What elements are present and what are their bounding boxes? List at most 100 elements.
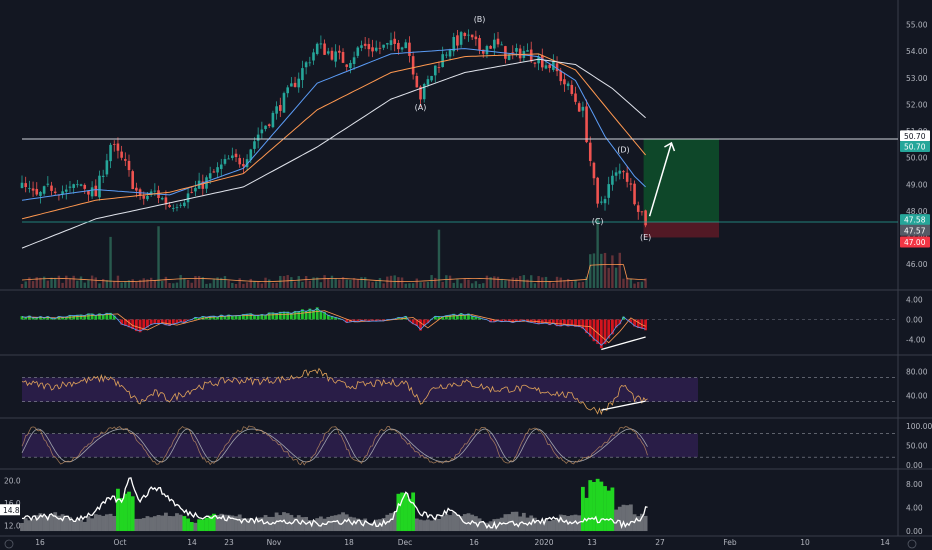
candle-body[interactable] [326,51,330,54]
candle-body[interactable] [540,55,544,68]
candle-body[interactable] [131,171,134,190]
candle-body[interactable] [135,187,138,191]
candle-body[interactable] [592,162,596,179]
candle-body[interactable] [467,34,470,36]
candle-body[interactable] [35,188,39,195]
candle-body[interactable] [544,65,548,69]
candle-body[interactable] [600,201,603,203]
candle-body[interactable] [76,184,79,186]
candle-body[interactable] [42,186,46,194]
candle-body[interactable] [636,205,640,212]
candle-body[interactable] [79,184,83,186]
candle-body[interactable] [216,167,219,173]
candle-body[interactable] [448,49,452,57]
candle-body[interactable] [400,47,404,50]
candle-body[interactable] [470,34,474,38]
candle-body[interactable] [515,47,518,52]
candle-body[interactable] [555,63,559,72]
candle-body[interactable] [61,191,64,195]
candle-body[interactable] [183,202,186,207]
candle-body[interactable] [563,79,566,85]
candle-body[interactable] [389,40,393,46]
candle-body[interactable] [393,38,396,44]
candle-body[interactable] [297,78,301,88]
candle-body[interactable] [242,164,245,167]
candle-body[interactable] [559,70,563,82]
candle-body[interactable] [644,210,647,226]
candle-body[interactable] [485,46,489,55]
candle-body[interactable] [301,68,304,81]
candle-body[interactable] [548,64,551,68]
candle-body[interactable] [459,32,463,45]
candle-body[interactable] [28,188,31,189]
candle-body[interactable] [422,84,426,100]
candle-body[interactable] [142,195,146,199]
candle-body[interactable] [518,48,522,59]
candle-body[interactable] [245,159,249,168]
candle-body[interactable] [374,47,378,51]
candle-body[interactable] [456,35,459,46]
candle-body[interactable] [267,124,271,127]
candle-body[interactable] [330,50,334,60]
candle-body[interactable] [83,184,87,189]
candle-body[interactable] [120,151,123,158]
candle-body[interactable] [53,191,57,194]
candle-body[interactable] [352,57,356,64]
candle-body[interactable] [445,54,448,56]
candle-body[interactable] [323,43,326,55]
candle-body[interactable] [20,182,24,188]
candle-body[interactable] [415,76,419,88]
candle-body[interactable] [382,44,385,48]
candle-body[interactable] [356,47,360,56]
candle-body[interactable] [46,183,50,185]
candle-body[interactable] [264,125,267,130]
candle-body[interactable] [611,175,614,185]
candle-body[interactable] [625,172,629,182]
candle-body[interactable] [430,75,433,81]
candle-body[interactable] [504,46,507,59]
candle-body[interactable] [474,36,478,40]
candle-body[interactable] [153,190,157,192]
candle-body[interactable] [526,50,529,52]
candle-body[interactable] [256,134,260,141]
candle-body[interactable] [260,129,264,134]
candle-body[interactable] [293,82,297,87]
candle-body[interactable] [116,143,120,151]
candle-body[interactable] [319,43,323,45]
candle-body[interactable] [408,42,411,56]
candle-body[interactable] [607,184,611,198]
candle-body[interactable] [160,197,164,200]
candle-body[interactable] [201,181,205,189]
candle-body[interactable] [478,38,481,50]
candle-body[interactable] [378,47,382,49]
candle-body[interactable] [127,160,131,171]
candle-body[interactable] [345,64,349,67]
candle-body[interactable] [290,83,293,87]
candle-body[interactable] [596,177,599,204]
candle-body[interactable] [286,87,289,94]
candle-body[interactable] [50,185,53,191]
candle-body[interactable] [577,103,581,112]
candle-body[interactable] [223,159,227,164]
candle-body[interactable] [94,185,98,197]
candle-body[interactable] [386,43,389,45]
candle-body[interactable] [334,51,337,62]
candle-body[interactable] [533,62,537,64]
candle-body[interactable] [275,106,278,114]
candle-body[interactable] [279,105,282,111]
candle-body[interactable] [629,183,633,185]
candle-body[interactable] [90,187,94,197]
candle-body[interactable] [105,160,109,175]
candle-body[interactable] [397,42,400,50]
candle-body[interactable] [614,172,618,176]
candle-body[interactable] [253,141,256,149]
candle-body[interactable] [315,43,319,54]
candle-body[interactable] [618,170,622,174]
candle-body[interactable] [493,39,496,49]
candle-body[interactable] [489,45,492,49]
candle-body[interactable] [419,86,422,100]
candle-body[interactable] [231,155,234,158]
candle-body[interactable] [622,171,625,173]
candle-body[interactable] [271,112,275,128]
